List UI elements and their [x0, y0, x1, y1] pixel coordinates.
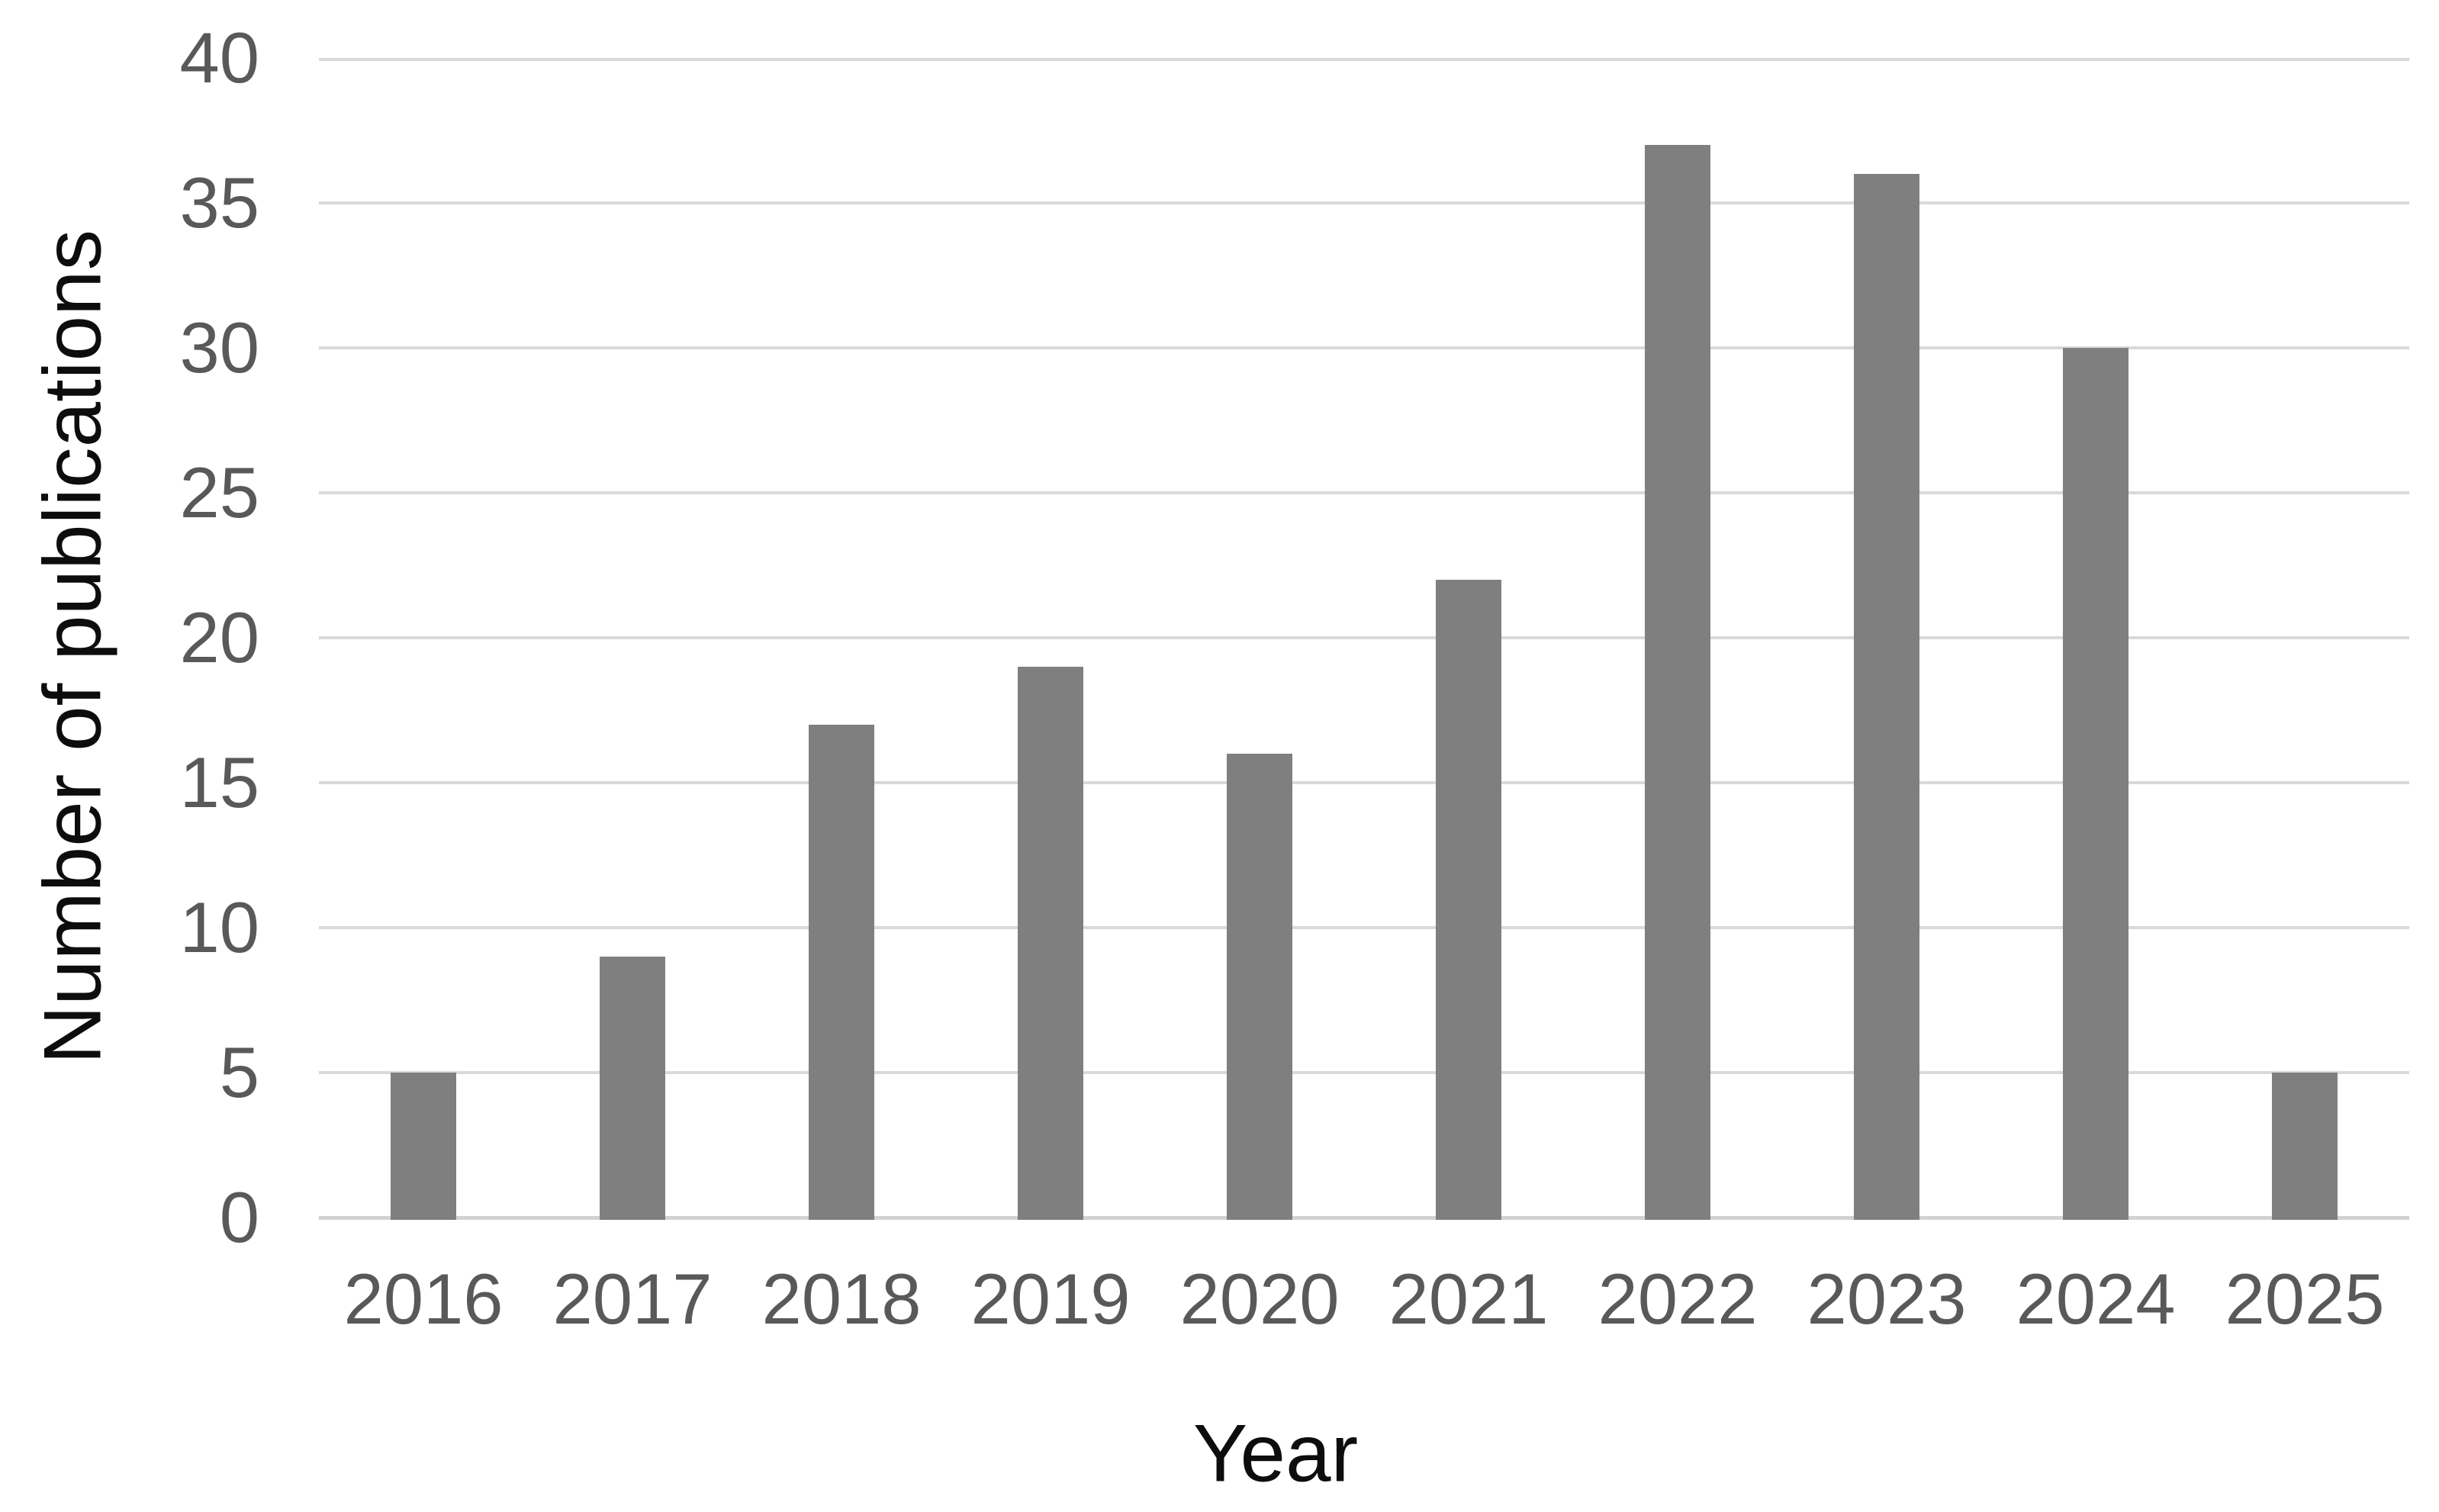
gridline [319, 926, 2409, 929]
x-axis-title: Year [1192, 1407, 1359, 1499]
x-tick-label-2018: 2018 [761, 1259, 922, 1339]
y-tick-label: 0 [219, 1177, 259, 1257]
x-tick-label-2017: 2017 [552, 1259, 713, 1339]
y-tick-label: 10 [179, 887, 259, 967]
y-tick-label: 25 [179, 452, 259, 532]
x-axis-line [319, 1216, 2409, 1220]
gridline [319, 1071, 2409, 1074]
bar-2016 [391, 1073, 456, 1220]
gridline [319, 58, 2409, 61]
gridline [319, 491, 2409, 494]
x-tick-label-2023: 2023 [1807, 1259, 1967, 1339]
y-tick-label: 40 [179, 18, 259, 98]
y-tick-label: 15 [179, 742, 259, 822]
gridline [319, 346, 2409, 349]
x-tick-label-2024: 2024 [2016, 1259, 2176, 1339]
gridline [319, 781, 2409, 784]
bar-2018 [809, 725, 874, 1220]
gridline [319, 201, 2409, 204]
plot-area [319, 58, 2409, 1220]
bar-2021 [1436, 580, 1501, 1220]
bar-2025 [2272, 1073, 2338, 1220]
bar-2022 [1645, 145, 1710, 1220]
y-tick-label: 20 [179, 597, 259, 677]
x-tick-label-2020: 2020 [1179, 1259, 1340, 1339]
x-tick-label-2022: 2022 [1598, 1259, 1758, 1339]
x-tick-label-2021: 2021 [1388, 1259, 1549, 1339]
bar-2019 [1018, 667, 1083, 1220]
x-tick-label-2025: 2025 [2225, 1259, 2385, 1339]
y-tick-label: 5 [219, 1032, 259, 1112]
gridline [319, 636, 2409, 639]
bar-2017 [600, 957, 665, 1220]
bar-2023 [1854, 174, 1919, 1220]
bar-2024 [2063, 348, 2128, 1220]
y-tick-label: 30 [179, 307, 259, 388]
x-tick-label-2016: 2016 [343, 1259, 504, 1339]
y-tick-label: 35 [179, 162, 259, 243]
x-tick-label-2019: 2019 [970, 1259, 1131, 1339]
bar-2020 [1227, 754, 1292, 1220]
